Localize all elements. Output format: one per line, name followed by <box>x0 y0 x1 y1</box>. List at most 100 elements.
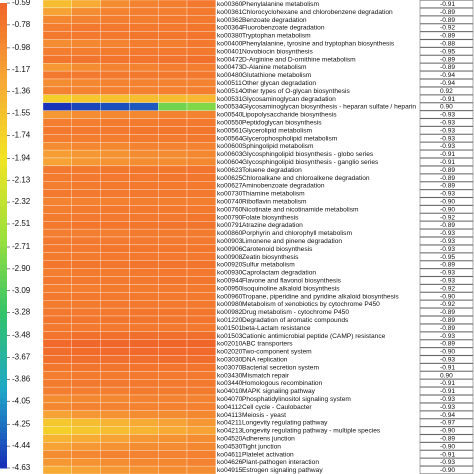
correlation-box <box>419 379 474 388</box>
colorbar-step <box>0 305 7 312</box>
heatmap-cell <box>158 189 188 198</box>
heatmap-cell <box>129 126 159 135</box>
pathway-code: ko00550 <box>217 120 243 127</box>
heatmap-cell <box>158 410 188 419</box>
correlation-box <box>419 442 474 451</box>
pathway-code: ko00400 <box>217 41 243 48</box>
heatmap-cell <box>71 157 101 167</box>
heatmap-cell <box>100 31 130 40</box>
heatmap-cell <box>186 284 216 293</box>
colorbar-label: -3.09 <box>12 286 31 295</box>
heatmap-cell <box>186 39 216 48</box>
heatmap-cell <box>186 7 216 16</box>
correlation-value: -0.93 <box>440 135 455 142</box>
heatmap-cell <box>158 23 188 32</box>
colorbar-label: -1.36 <box>12 87 31 96</box>
pathway-name: Longevity regulating pathway - multiple … <box>242 428 381 435</box>
colorbar-step <box>0 433 7 440</box>
heatmap-cell <box>100 39 130 48</box>
pathway-code: ko00531 <box>217 96 243 103</box>
heatmap-cell <box>186 307 216 317</box>
heatmap-cell <box>158 339 188 348</box>
colorbar-step <box>0 229 7 236</box>
correlation-box <box>419 23 474 32</box>
heatmap-cell <box>158 213 188 222</box>
heatmap-cell <box>158 252 188 261</box>
heatmap-cell <box>186 347 216 356</box>
pathway-code: ko00473 <box>217 64 243 71</box>
heatmap-cell <box>100 458 130 467</box>
correlation-box <box>419 71 474 79</box>
heatmap-cell <box>42 458 72 467</box>
colorbar-step <box>0 409 7 417</box>
pathway-name: Glycerolipid metabolism <box>242 127 312 134</box>
heatmap-cell <box>158 149 188 159</box>
heatmap-cell <box>42 300 72 309</box>
colorbar-step <box>0 438 7 446</box>
colorbar-step <box>0 456 7 463</box>
correlation-box <box>419 158 474 166</box>
heatmap-cell <box>100 173 130 182</box>
pathway-name: Glycosaminoglycan biosynthesis - heparan… <box>242 104 416 111</box>
pathway-code: ko04213 <box>217 428 243 435</box>
pathway-code: ko04915 <box>217 467 243 474</box>
pathway-code: ko00514 <box>217 88 243 95</box>
pathway-name: Drug metabolism - cytochrome P450 <box>242 309 349 316</box>
correlation-value: -0.89 <box>440 56 455 63</box>
pathway-name: Longevity regulating pathway <box>242 420 328 427</box>
colorbar-step <box>0 66 7 74</box>
correlation-box <box>419 134 474 143</box>
heatmap-cell <box>186 386 216 396</box>
colorbar-step <box>0 398 7 405</box>
heatmap-cell <box>100 339 130 348</box>
correlation-value: -0.93 <box>440 127 455 134</box>
pathway-code: ko00380 <box>217 33 243 40</box>
colorbar-step <box>0 49 7 56</box>
heatmap-cell <box>186 276 216 285</box>
pathway-name: Isoquinoline alkaloid biosynthesis <box>242 285 340 292</box>
heatmap-cell <box>71 371 101 380</box>
heatmap-cell <box>129 244 159 253</box>
correlation-box <box>419 450 474 459</box>
heatmap-cell <box>100 284 130 293</box>
colorbar-step <box>0 404 7 411</box>
heatmap-cell <box>71 276 101 285</box>
pathway-code: ko00564 <box>217 135 243 142</box>
heatmap-cell <box>71 15 101 24</box>
heatmap-cell <box>129 228 159 238</box>
heatmap-cell <box>186 339 216 348</box>
pathway-code: ko03070 <box>217 364 243 371</box>
correlation-box <box>419 252 474 261</box>
pathway-name: Phosphatidylinositol signaling system <box>242 396 351 403</box>
heatmap-cell <box>186 244 216 253</box>
heatmap-cell <box>186 221 216 230</box>
correlation-box <box>419 47 474 56</box>
heatmap-cell <box>158 307 188 317</box>
heatmap-cell <box>42 371 72 380</box>
heatmap-cell <box>186 300 216 309</box>
heatmap-cell <box>71 434 101 443</box>
heatmap-cell <box>186 260 216 269</box>
colorbar-label: -4.25 <box>12 419 31 428</box>
pathway-name: Benzoate degradation <box>242 17 307 24</box>
colorbar-label: -0.78 <box>12 20 31 29</box>
colorbar-step <box>0 90 7 97</box>
heatmap-cell <box>129 355 159 364</box>
heatmap-cell <box>158 284 188 293</box>
pathway-name: Other types of O-glycan biosynthesis <box>242 88 350 95</box>
colorbar-label: -1.17 <box>12 65 31 74</box>
heatmap-cell <box>42 307 72 317</box>
heatmap-cell <box>100 379 130 388</box>
heatmap-cell <box>100 228 130 238</box>
heatmap-cell <box>42 102 72 111</box>
pathway-name: Phenylalanine metabolism <box>242 1 319 8</box>
heatmap-cell <box>158 165 188 174</box>
heatmap-cell <box>129 39 159 48</box>
heatmap-cell <box>42 0 72 9</box>
heatmap-cell <box>100 331 130 340</box>
heatmap-cell <box>158 221 188 230</box>
heatmap-cell <box>186 379 216 388</box>
heatmap-cell <box>129 102 159 111</box>
pathway-code: ko00561 <box>217 127 243 134</box>
heatmap-cell <box>158 102 188 111</box>
